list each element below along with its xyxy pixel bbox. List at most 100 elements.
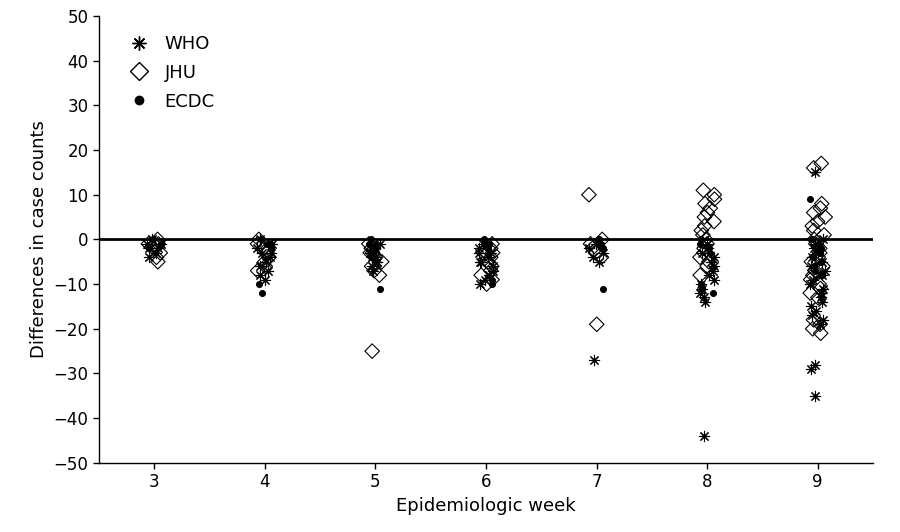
JHU — [700, 239, 715, 248]
JHU — [364, 262, 379, 270]
ECDC — [694, 280, 708, 288]
JHU — [818, 213, 832, 221]
ECDC — [485, 276, 500, 284]
WHO — [473, 257, 488, 266]
JHU — [365, 347, 380, 355]
ECDC — [591, 235, 606, 244]
JHU — [814, 284, 828, 293]
WHO — [813, 320, 827, 329]
JHU — [258, 262, 273, 270]
WHO — [816, 315, 831, 324]
WHO — [693, 289, 707, 297]
JHU — [815, 262, 830, 270]
WHO — [815, 235, 830, 244]
JHU — [483, 253, 498, 262]
JHU — [693, 271, 707, 279]
JHU — [817, 231, 832, 239]
WHO — [701, 271, 716, 279]
JHU — [153, 248, 167, 257]
JHU — [147, 244, 161, 253]
JHU — [480, 280, 494, 288]
JHU — [807, 235, 822, 244]
WHO — [804, 262, 818, 270]
JHU — [141, 239, 156, 248]
ECDC — [706, 289, 721, 297]
JHU — [808, 239, 823, 248]
JHU — [252, 235, 266, 244]
JHU — [481, 257, 495, 266]
WHO — [808, 239, 823, 248]
JHU — [150, 257, 165, 266]
WHO — [814, 271, 829, 279]
ECDC — [369, 239, 383, 248]
ECDC — [814, 257, 828, 266]
JHU — [700, 209, 715, 217]
ECDC — [254, 235, 268, 244]
ECDC — [485, 280, 500, 288]
WHO — [373, 239, 387, 248]
ECDC — [364, 235, 379, 244]
WHO — [808, 168, 823, 177]
JHU — [256, 244, 271, 253]
JHU — [810, 217, 824, 226]
ECDC — [482, 239, 497, 248]
ECDC — [813, 248, 827, 257]
WHO — [363, 248, 377, 257]
JHU — [583, 239, 598, 248]
ECDC — [695, 284, 709, 293]
WHO — [815, 284, 830, 293]
WHO — [695, 248, 709, 257]
ECDC — [362, 239, 376, 248]
JHU — [812, 280, 826, 288]
WHO — [365, 262, 380, 270]
WHO — [695, 284, 709, 293]
WHO — [814, 298, 829, 306]
WHO — [367, 244, 382, 253]
ECDC — [374, 284, 388, 293]
JHU — [262, 253, 276, 262]
JHU — [807, 267, 822, 275]
JHU — [811, 253, 825, 262]
JHU — [374, 257, 389, 266]
JHU — [368, 253, 382, 262]
WHO — [368, 253, 382, 262]
WHO — [142, 244, 157, 253]
WHO — [706, 276, 721, 284]
WHO — [148, 248, 163, 257]
WHO — [478, 276, 492, 284]
WHO — [582, 244, 597, 253]
WHO — [472, 280, 487, 288]
WHO — [698, 298, 713, 306]
ECDC — [594, 239, 608, 248]
JHU — [363, 248, 377, 257]
JHU — [585, 244, 599, 253]
JHU — [813, 320, 827, 329]
ECDC — [256, 289, 270, 297]
JHU — [696, 231, 710, 239]
WHO — [264, 248, 278, 257]
JHU — [250, 267, 265, 275]
WHO — [805, 253, 819, 262]
ECDC — [596, 244, 610, 253]
WHO — [811, 248, 825, 257]
JHU — [373, 271, 387, 279]
WHO — [701, 244, 716, 253]
JHU — [696, 186, 710, 195]
ECDC — [811, 239, 825, 248]
JHU — [806, 315, 821, 324]
JHU — [698, 200, 712, 208]
JHU — [365, 248, 380, 257]
WHO — [261, 267, 275, 275]
WHO — [142, 253, 157, 262]
WHO — [698, 293, 712, 302]
JHU — [362, 239, 376, 248]
ECDC — [596, 284, 610, 293]
JHU — [589, 248, 603, 257]
WHO — [815, 257, 830, 266]
JHU — [811, 293, 825, 302]
WHO — [370, 257, 384, 266]
ECDC — [694, 235, 708, 244]
JHU — [806, 325, 820, 333]
JHU — [700, 262, 715, 270]
ECDC — [814, 244, 828, 253]
